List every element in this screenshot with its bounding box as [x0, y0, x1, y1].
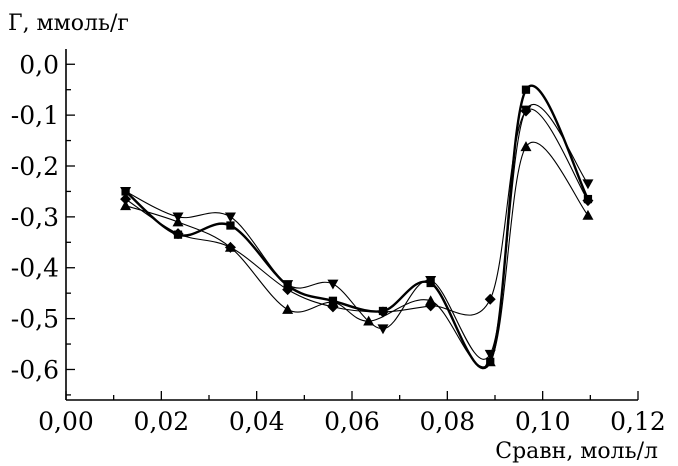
x-axis-title: Cравн, моль/л: [495, 439, 658, 464]
diamond-marker: [484, 293, 496, 305]
triangle-down-marker: [120, 187, 132, 197]
triangle-up-marker: [582, 209, 594, 220]
triangle-up-marker: [282, 303, 294, 314]
x-tick-label: 0,10: [515, 407, 571, 436]
y-tick-label: -0,2: [11, 152, 59, 181]
triangle-down-marker: [484, 349, 496, 360]
y-tick-label: -0,4: [11, 254, 59, 283]
y-tick-label: -0,5: [11, 305, 59, 334]
x-tick-label: 0,00: [38, 407, 94, 436]
diamond-marker: [377, 306, 389, 318]
triangle-up-marker: [484, 356, 496, 367]
triangle-down-marker: [582, 179, 594, 190]
series-4-line: [125, 141, 589, 368]
diamond-marker: [172, 228, 184, 240]
diamond-marker: [520, 105, 532, 117]
series-curves: [124, 84, 590, 370]
triangle-up-marker: [224, 241, 236, 252]
y-axis-title: Г, ммоль/г: [8, 11, 129, 36]
y-tick-label: 0,0: [19, 50, 59, 79]
diamond-marker: [282, 284, 294, 296]
triangle-up-marker: [425, 295, 437, 306]
ticks: [65, 63, 639, 400]
triangle-up-marker: [172, 216, 184, 227]
diamond-marker: [120, 193, 132, 205]
axes: [65, 49, 638, 401]
triangle-up-marker: [327, 296, 339, 307]
x-tick-label: 0,08: [419, 407, 475, 436]
square-marker: [521, 85, 531, 94]
x-tick-label: 0,02: [133, 407, 189, 436]
square-marker: [226, 221, 235, 230]
y-tick-label: -0,6: [11, 355, 59, 384]
triangle-down-marker: [327, 279, 339, 290]
y-tick-label: -0,1: [11, 101, 59, 130]
series-markers: [120, 85, 594, 367]
x-tick-label: 0,12: [610, 407, 666, 436]
triangle-up-marker: [520, 141, 532, 152]
triangle-down-marker: [377, 324, 389, 335]
diamond-marker: [582, 195, 594, 207]
x-tick-label: 0,04: [229, 407, 285, 436]
triangle-up-marker: [120, 200, 132, 211]
triangle-up-marker: [363, 315, 375, 326]
triangle-down-marker: [224, 212, 236, 223]
x-tick-label: 0,06: [324, 407, 380, 436]
series-1-line: [124, 84, 590, 370]
y-tick-label: -0,3: [11, 203, 59, 232]
tick-labels: 0,00 0,02 0,04 0,06 0,08 0,10 0,12 0,0 -0,1 -0,2 -…: [11, 50, 666, 436]
triangle-down-marker: [425, 276, 437, 286]
